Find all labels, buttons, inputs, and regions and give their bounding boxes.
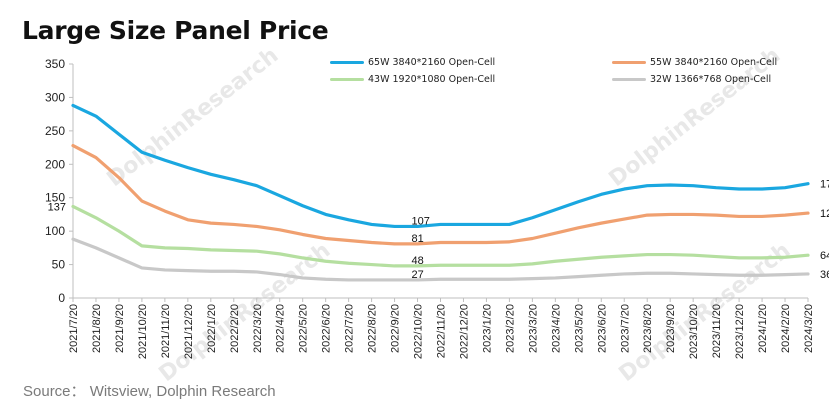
x-tick-label: 2023/6/20 [596, 304, 608, 353]
x-tick-label: 2021/11/20 [160, 304, 172, 358]
chart-title: Large Size Panel Price [22, 16, 329, 45]
legend-label: 32W 1366*768 Open-Cell [650, 74, 772, 85]
y-tick-label: 100 [45, 224, 65, 238]
x-tick-label: 2021/8/20 [91, 304, 103, 353]
x-tick-label: 2021/7/20 [68, 304, 80, 353]
x-tick-label: 2021/9/20 [114, 304, 126, 353]
series-line [71, 103, 810, 229]
legend-label: 43W 1920*1080 Open-Cell [368, 74, 496, 85]
x-tick-label: 2022/1/20 [206, 304, 218, 353]
y-tick-label: 350 [45, 57, 65, 71]
x-tick-label: 2022/3/20 [252, 304, 264, 353]
x-tick-label: 2023/7/20 [619, 304, 631, 353]
y-tick-label: 250 [45, 124, 65, 138]
x-tick-label: 2022/2/20 [229, 304, 241, 353]
y-tick-label: 300 [45, 90, 65, 104]
x-tick-label: 2024/2/20 [780, 304, 792, 353]
series-line [71, 143, 810, 246]
data-label: 81 [412, 233, 424, 245]
y-tick-label: 50 [52, 258, 66, 272]
legend-swatch [330, 61, 364, 64]
x-tick-label: 2023/2/20 [504, 304, 516, 353]
x-tick-label: 2023/11/20 [711, 304, 723, 358]
legend-item-32w: 32W 1366*768 Open-Cell [612, 74, 771, 85]
x-tick-label: 2024/3/20 [803, 304, 815, 353]
data-label: 27 [412, 269, 424, 281]
data-label: 171 [820, 179, 829, 191]
data-label: 127 [820, 208, 829, 220]
x-tick-label: 2022/12/20 [458, 304, 470, 359]
legend-item-55w: 55W 3840*2160 Open-Cell [612, 57, 777, 68]
data-label: 36 [820, 269, 829, 281]
x-tick-label: 2023/1/20 [481, 304, 493, 353]
data-label: 64 [820, 250, 829, 262]
x-tick-label: 2023/8/20 [642, 304, 654, 353]
x-tick-label: 2021/12/20 [183, 304, 195, 359]
legend-label: 55W 3840*2160 Open-Cell [650, 57, 778, 68]
y-tick-label: 200 [45, 157, 65, 171]
x-tick-label: 2022/5/20 [298, 304, 310, 353]
source-note: Source： Witsview, Dolphin Research [23, 383, 276, 400]
data-label: 107 [412, 215, 430, 227]
data-label: 137 [48, 201, 66, 213]
legend-item-65w: 65W 3840*2160 Open-Cell [330, 57, 495, 68]
x-tick-label: 2022/6/20 [321, 304, 333, 353]
x-tick-label: 2022/11/20 [436, 304, 448, 358]
x-tick-label: 2022/10/20 [413, 304, 425, 359]
x-tick-label: 2024/1/20 [757, 304, 769, 353]
series-line [71, 237, 810, 282]
x-tick-label: 2023/12/20 [734, 304, 746, 359]
x-tick-label: 2023/3/20 [527, 304, 539, 353]
y-tick-label: 150 [45, 191, 65, 205]
legend-item-43w: 43W 1920*1080 Open-Cell [330, 74, 495, 85]
x-tick-label: 2022/4/20 [275, 304, 287, 353]
legend-label: 65W 3840*2160 Open-Cell [368, 57, 496, 68]
y-tick-label: 0 [58, 291, 65, 305]
x-tick-label: 2023/10/20 [688, 304, 700, 359]
x-tick-label: 2023/4/20 [550, 304, 562, 353]
legend-swatch [612, 61, 646, 64]
x-tick-label: 2021/10/20 [137, 304, 149, 359]
series-line [71, 204, 810, 268]
x-tick-label: 2023/5/20 [573, 304, 585, 353]
legend-swatch [330, 78, 364, 81]
x-tick-label: 2022/9/20 [390, 304, 402, 353]
x-tick-label: 2022/7/20 [344, 304, 356, 353]
data-label: 48 [412, 255, 424, 267]
legend-swatch [612, 78, 646, 81]
x-tick-label: 2023/9/20 [665, 304, 677, 353]
x-tick-label: 2022/8/20 [367, 304, 379, 353]
